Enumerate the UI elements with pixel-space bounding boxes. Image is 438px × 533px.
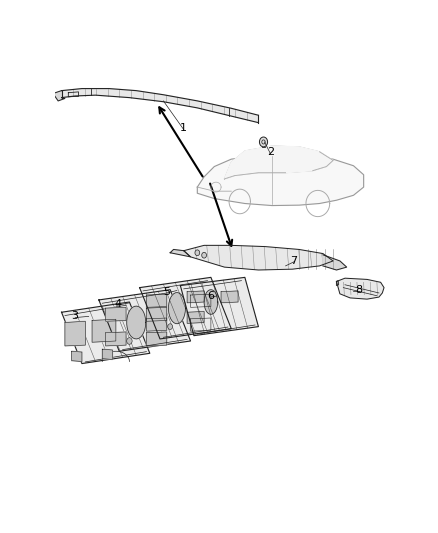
- Polygon shape: [92, 319, 116, 342]
- Text: 4: 4: [114, 299, 121, 309]
- Polygon shape: [140, 277, 231, 339]
- Circle shape: [259, 137, 268, 147]
- Polygon shape: [146, 294, 167, 308]
- Polygon shape: [146, 332, 167, 346]
- Text: 2: 2: [267, 147, 274, 157]
- Polygon shape: [127, 306, 146, 339]
- Polygon shape: [146, 318, 167, 331]
- Polygon shape: [106, 308, 126, 321]
- Polygon shape: [197, 154, 364, 206]
- Polygon shape: [187, 311, 204, 324]
- Circle shape: [168, 324, 173, 329]
- Polygon shape: [180, 277, 258, 336]
- Text: 8: 8: [355, 285, 362, 295]
- Polygon shape: [53, 91, 65, 101]
- Text: 1: 1: [180, 123, 187, 133]
- Polygon shape: [106, 332, 126, 346]
- Polygon shape: [99, 290, 191, 351]
- Polygon shape: [61, 88, 258, 123]
- Polygon shape: [61, 302, 150, 364]
- Polygon shape: [169, 293, 185, 324]
- Polygon shape: [336, 281, 339, 286]
- Circle shape: [127, 338, 132, 344]
- Circle shape: [195, 250, 200, 256]
- Text: 5: 5: [163, 287, 170, 297]
- Polygon shape: [336, 278, 384, 299]
- Polygon shape: [191, 294, 211, 308]
- Polygon shape: [72, 351, 82, 361]
- Polygon shape: [65, 321, 85, 346]
- Polygon shape: [204, 290, 218, 314]
- Text: 7: 7: [290, 256, 298, 266]
- Polygon shape: [187, 291, 204, 303]
- Polygon shape: [170, 249, 191, 257]
- Polygon shape: [191, 318, 211, 331]
- Polygon shape: [221, 291, 238, 303]
- Polygon shape: [224, 146, 333, 179]
- Text: 3: 3: [72, 311, 78, 321]
- Polygon shape: [146, 308, 167, 321]
- Polygon shape: [323, 255, 346, 270]
- Polygon shape: [184, 245, 333, 270]
- Polygon shape: [102, 349, 113, 359]
- Circle shape: [202, 252, 206, 258]
- Text: 6: 6: [208, 291, 214, 301]
